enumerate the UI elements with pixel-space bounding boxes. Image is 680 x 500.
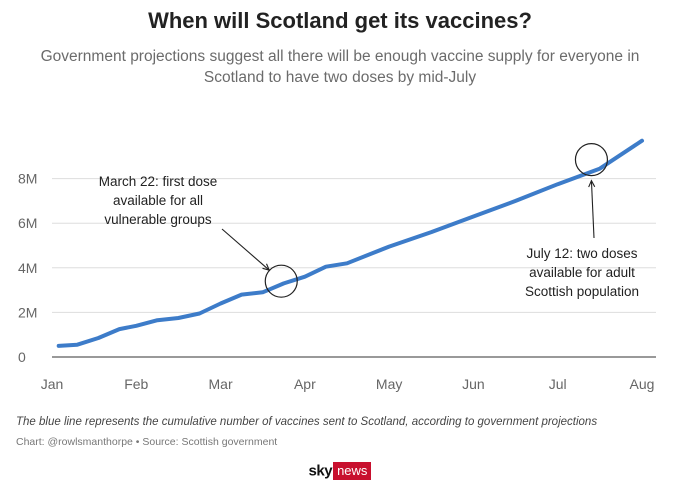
annotation-text: available for adult xyxy=(529,265,635,280)
annotation-circle xyxy=(574,143,609,177)
chart-subtitle: Government projections suggest all there… xyxy=(40,48,640,86)
x-tick-label: Feb xyxy=(124,376,148,392)
annotations: March 22: first dose available for all vul… xyxy=(99,143,639,299)
annotation-text: vulnerable groups xyxy=(104,212,212,227)
series-lines xyxy=(56,138,644,348)
x-tick-label: Jul xyxy=(549,376,567,392)
y-tick-label: 0 xyxy=(18,349,26,365)
x-tick-label: Apr xyxy=(294,376,316,392)
footnote: The blue line represents the cumulative … xyxy=(16,416,598,428)
x-tick-label: Jun xyxy=(462,376,485,392)
x-tick-label: May xyxy=(376,376,402,392)
x-tick-label: Jan xyxy=(41,376,64,392)
annotation-text: available for all xyxy=(113,193,203,208)
line-chart: 0 2M 4M 6M 8M Jan Feb Mar Apr May Jun Jul Aug March… xyxy=(18,138,656,392)
annotation-circle xyxy=(264,264,298,298)
y-tick-label: 8M xyxy=(18,171,37,187)
series-line xyxy=(56,138,644,348)
annotation-arrow xyxy=(221,228,270,271)
logo-news: news xyxy=(333,462,372,480)
grid-lines xyxy=(52,178,656,358)
annotation-arrowhead xyxy=(262,263,271,272)
annotation-text: Scottish population xyxy=(525,284,639,299)
y-tick-label: 6M xyxy=(18,215,37,231)
annotation-arrowhead xyxy=(588,179,596,188)
y-tick-label: 4M xyxy=(18,260,37,276)
annotation-arrow xyxy=(590,180,595,239)
sky-news-logo: sky news xyxy=(0,462,680,480)
source-credit: Chart: @rowlsmanthorpe • Source: Scottis… xyxy=(16,436,278,448)
x-axis-ticks: Jan Feb Mar Apr May Jun Jul Aug xyxy=(41,376,655,392)
annotation-text: March 22: first dose xyxy=(99,174,218,189)
annotation-text: July 12: two doses xyxy=(526,246,637,261)
y-tick-label: 2M xyxy=(18,304,37,320)
x-tick-label: Aug xyxy=(630,376,655,392)
x-tick-label: Mar xyxy=(209,376,233,392)
logo-sky: sky xyxy=(308,462,333,480)
y-axis-ticks: 0 2M 4M 6M 8M xyxy=(18,171,37,365)
chart-title: When will Scotland get its vaccines? xyxy=(148,8,532,33)
